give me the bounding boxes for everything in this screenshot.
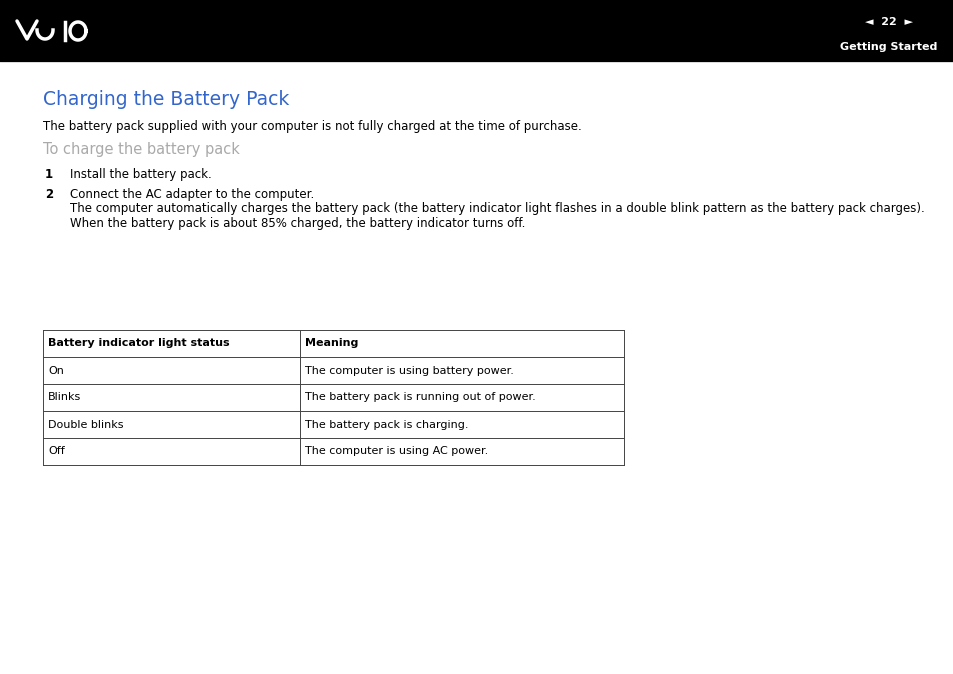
Bar: [0, 0, 953, 62]
Text: 1: 1: [45, 168, 53, 181]
Text: The battery pack supplied with your computer is not fully charged at the time of: The battery pack supplied with your comp…: [43, 120, 581, 133]
Text: Off: Off: [48, 446, 65, 456]
Text: Battery indicator light status: Battery indicator light status: [48, 338, 230, 348]
Text: The computer is using AC power.: The computer is using AC power.: [305, 446, 488, 456]
Text: The battery pack is charging.: The battery pack is charging.: [305, 419, 468, 429]
Text: Getting Started: Getting Started: [840, 42, 937, 51]
Text: Install the battery pack.: Install the battery pack.: [70, 168, 212, 181]
Text: To charge the battery pack: To charge the battery pack: [43, 142, 239, 157]
Text: Charging the Battery Pack: Charging the Battery Pack: [43, 90, 289, 109]
Text: The computer is using battery power.: The computer is using battery power.: [305, 365, 514, 375]
Text: The computer automatically charges the battery pack (the battery indicator light: The computer automatically charges the b…: [70, 202, 923, 230]
Text: 2: 2: [45, 188, 53, 201]
Text: Blinks: Blinks: [48, 392, 81, 402]
Text: Double blinks: Double blinks: [48, 419, 123, 429]
Text: Meaning: Meaning: [305, 338, 358, 348]
Text: ◄  22  ►: ◄ 22 ►: [864, 17, 912, 27]
Text: The battery pack is running out of power.: The battery pack is running out of power…: [305, 392, 536, 402]
Text: On: On: [48, 365, 64, 375]
Text: Connect the AC adapter to the computer.: Connect the AC adapter to the computer.: [70, 188, 314, 201]
